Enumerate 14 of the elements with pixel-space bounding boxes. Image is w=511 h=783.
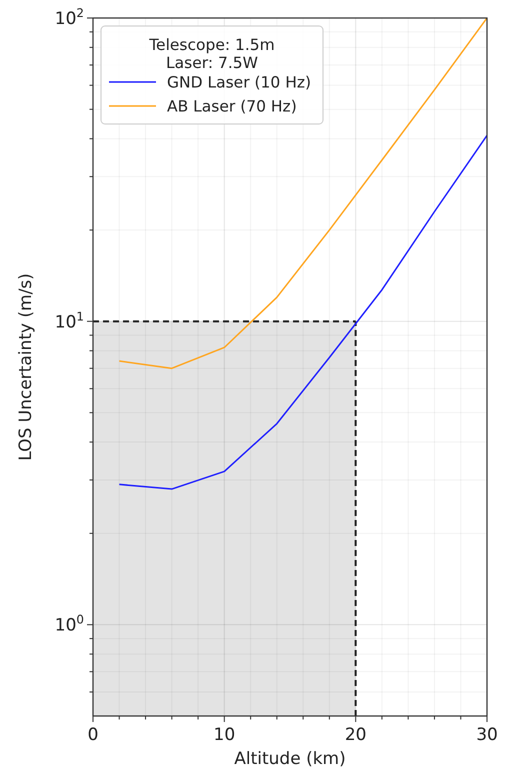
- x-tick-label: 10: [214, 725, 236, 745]
- legend-label: GND Laser (10 Hz): [167, 73, 312, 92]
- x-tick-label: 20: [344, 725, 366, 745]
- line-series: [118, 134, 487, 490]
- x-tick-label: 0: [88, 725, 98, 745]
- y-tick-label: 10$^{1}$: [54, 309, 84, 332]
- legend-title: Telescope: 1.5m Laser: 7.5W: [148, 36, 275, 72]
- y-tick-label: 10$^{0}$: [54, 612, 84, 636]
- y-tick-label: 10$^{2}$: [54, 6, 84, 29]
- x-tick-label: 30: [476, 725, 498, 745]
- line-series: [118, 18, 487, 370]
- legend-label: AB Laser (70 Hz): [167, 97, 297, 116]
- y-axis-title: LOS Uncertainty (m/s): [16, 273, 36, 461]
- x-axis-title: Altitude (km): [234, 749, 346, 769]
